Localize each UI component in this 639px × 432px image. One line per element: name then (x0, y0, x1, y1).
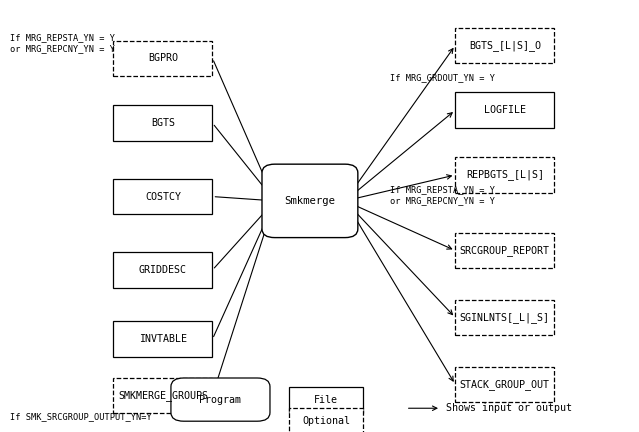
FancyBboxPatch shape (114, 252, 212, 288)
Text: GRIDDESC: GRIDDESC (139, 265, 187, 275)
FancyBboxPatch shape (114, 105, 212, 141)
FancyBboxPatch shape (114, 378, 212, 413)
Text: If SMK_SRCGROUP_OUTPUT_YN=Y: If SMK_SRCGROUP_OUTPUT_YN=Y (10, 412, 151, 421)
FancyBboxPatch shape (262, 164, 358, 238)
Text: STACK_GROUP_OUT: STACK_GROUP_OUT (460, 379, 550, 390)
Text: If MRG_REPSTA_YN = Y
or MRG_REPCNY_YN = Y: If MRG_REPSTA_YN = Y or MRG_REPCNY_YN = … (390, 186, 495, 205)
FancyBboxPatch shape (171, 378, 270, 421)
Text: Shows input or output: Shows input or output (446, 403, 572, 413)
Text: INVTABLE: INVTABLE (139, 334, 187, 344)
FancyBboxPatch shape (455, 367, 554, 402)
Text: BGPRO: BGPRO (148, 53, 178, 64)
FancyBboxPatch shape (455, 157, 554, 193)
Text: File: File (314, 394, 338, 405)
Text: REPBGTS_[L|S]: REPBGTS_[L|S] (466, 169, 544, 181)
Text: Program: Program (199, 394, 242, 405)
FancyBboxPatch shape (455, 28, 554, 63)
FancyBboxPatch shape (114, 41, 212, 76)
Text: SMKMERGE_GROUPS: SMKMERGE_GROUPS (118, 390, 208, 401)
FancyBboxPatch shape (455, 300, 554, 335)
Text: BGTS: BGTS (151, 118, 175, 128)
FancyBboxPatch shape (289, 408, 363, 432)
FancyBboxPatch shape (455, 92, 554, 128)
Text: If MRG_GRDOUT_YN = Y: If MRG_GRDOUT_YN = Y (390, 73, 495, 82)
Text: COSTCY: COSTCY (145, 191, 181, 202)
Text: SRCGROUP_REPORT: SRCGROUP_REPORT (460, 245, 550, 256)
FancyBboxPatch shape (289, 387, 363, 413)
FancyBboxPatch shape (114, 321, 212, 357)
FancyBboxPatch shape (455, 233, 554, 268)
Text: SGINLNTS[_L|_S]: SGINLNTS[_L|_S] (460, 312, 550, 323)
FancyBboxPatch shape (114, 179, 212, 214)
Text: BGTS_[L|S]_O: BGTS_[L|S]_O (469, 40, 541, 51)
Text: If MRG_REPSTA_YN = Y
or MRG_REPCNY_YN = Y: If MRG_REPSTA_YN = Y or MRG_REPCNY_YN = … (10, 34, 114, 53)
Text: Smkmerge: Smkmerge (284, 196, 335, 206)
Text: LOGFILE: LOGFILE (484, 105, 526, 115)
Text: Optional: Optional (302, 416, 350, 426)
